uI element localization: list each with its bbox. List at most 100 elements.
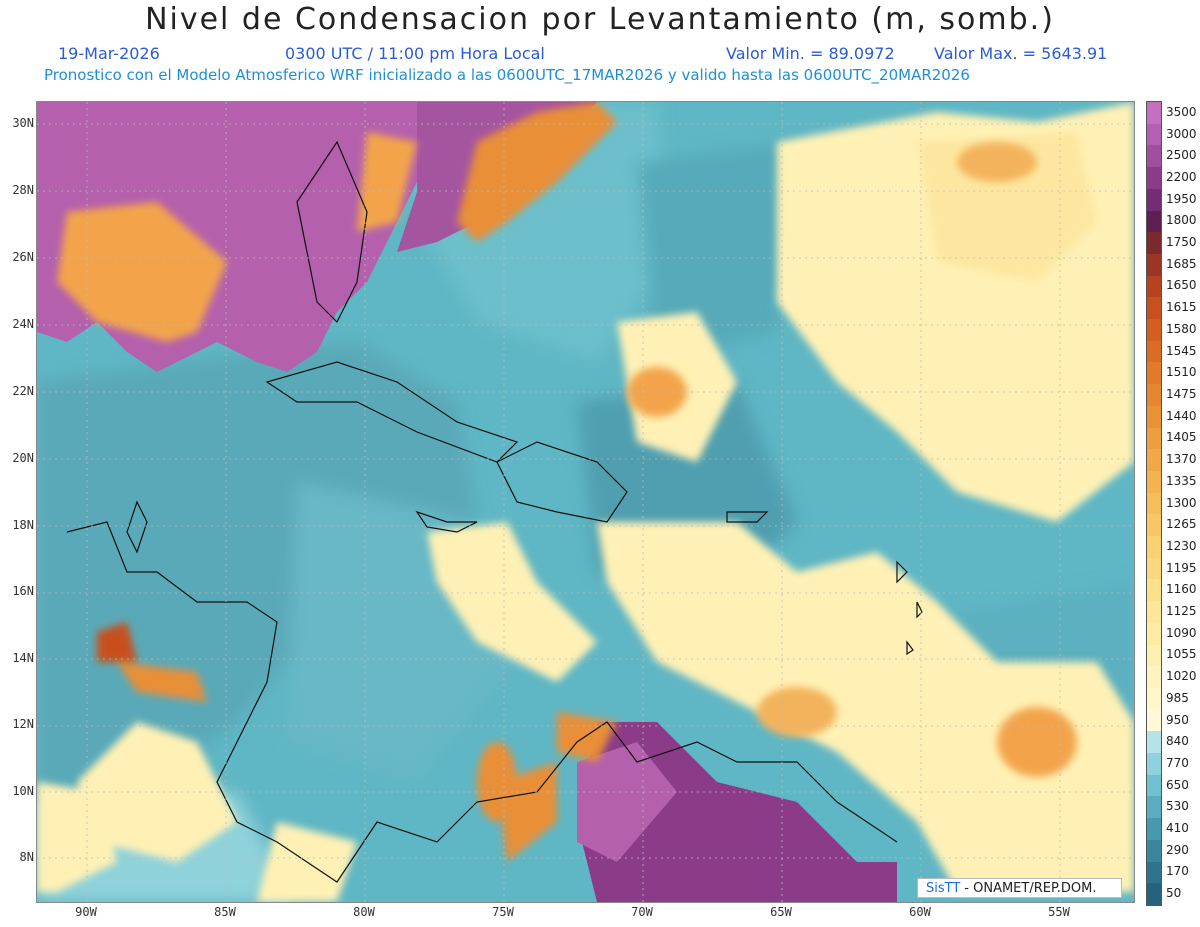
colorbar-segment [1147, 753, 1161, 776]
colorbar-segment [1147, 644, 1161, 667]
colorbar-label: 290 [1166, 842, 1189, 857]
colorbar-segment [1147, 145, 1161, 168]
colorbar-label: 1230 [1166, 538, 1197, 553]
colorbar-segment [1147, 818, 1161, 841]
colorbar-label: 2200 [1166, 169, 1197, 184]
colorbar-label: 3000 [1166, 126, 1197, 141]
colorbar-segment [1147, 687, 1161, 711]
colorbar-segment [1147, 622, 1161, 646]
valid-date: 19-Mar-2026 [58, 44, 160, 63]
colorbar-segment [1147, 340, 1161, 363]
colorbar-segment [1147, 709, 1161, 732]
colorbar-label: 985 [1166, 690, 1189, 705]
lat-tick: 14N [12, 651, 34, 665]
colorbar-label: 1545 [1166, 343, 1197, 358]
colorbar-segment [1147, 492, 1161, 515]
credit-text: - ONAMET/REP.DOM. [964, 880, 1097, 896]
coastlines [66, 140, 923, 883]
colorbar-label: 770 [1166, 755, 1189, 770]
map-title: Nivel de Condensacion por Levantamiento … [145, 2, 1055, 37]
colorbar-label: 1510 [1166, 365, 1197, 380]
forecast-info: Pronostico con el Modelo Atmosferico WRF… [44, 66, 970, 84]
colorbar-segment [1147, 536, 1161, 559]
colorbar-label: 1020 [1166, 669, 1197, 684]
graticule [37, 102, 1134, 902]
colorbar-label: 1125 [1166, 604, 1197, 618]
colorbar-label: 1300 [1166, 495, 1197, 510]
colorbar-segment [1147, 449, 1161, 472]
colorbar-label: 1440 [1166, 408, 1197, 423]
lat-tick: 10N [12, 784, 34, 798]
colorbar-segment [1147, 297, 1161, 320]
lat-tick: 12N [12, 717, 34, 731]
colorbar-segment [1147, 188, 1161, 211]
colorbar-label: 1370 [1166, 452, 1197, 467]
lon-tick: 75W [492, 905, 514, 919]
lon-tick: 85W [214, 905, 236, 919]
colorbar-label: 3500 [1166, 104, 1197, 119]
colorbar-label: 1265 [1166, 517, 1197, 532]
colorbar-label: 1195 [1166, 560, 1197, 575]
colorbar-segment [1147, 514, 1161, 537]
colorbar-segment [1147, 774, 1161, 797]
colorbar [1146, 101, 1162, 906]
lat-tick: 20N [12, 451, 34, 465]
colorbar-label: 950 [1166, 712, 1189, 727]
colorbar-label: 2500 [1166, 148, 1197, 163]
colorbar-segment [1147, 839, 1161, 863]
colorbar-segment [1147, 470, 1161, 494]
colorbar-segment [1147, 405, 1161, 429]
lat-tick: 30N [12, 116, 34, 130]
colorbar-label: 1750 [1166, 235, 1197, 250]
lat-tick: 8N [19, 850, 34, 864]
colorbar-label: 1800 [1166, 213, 1197, 228]
lon-tick: 55W [1048, 905, 1070, 919]
colorbar-segment [1147, 319, 1161, 342]
colorbar-label: 410 [1166, 821, 1189, 836]
lon-tick: 60W [909, 905, 931, 919]
colorbar-segment [1147, 666, 1161, 689]
colorbar-segment [1147, 167, 1161, 190]
credit-box: SisTT - ONAMET/REP.DOM. [917, 878, 1122, 898]
yellow-areas [37, 102, 1134, 902]
sistt-logo: SisTT [926, 880, 961, 896]
colorbar-segment [1147, 232, 1161, 255]
colorbar-segment [1147, 601, 1161, 624]
colorbar-label: 650 [1166, 777, 1189, 792]
colorbar-segment [1147, 123, 1161, 146]
colorbar-segment [1147, 210, 1161, 233]
colorbar-label: 1090 [1166, 625, 1197, 640]
lcl-field-map [37, 102, 1134, 902]
lon-tick: 90W [75, 905, 97, 919]
colorbar-segment [1147, 102, 1161, 125]
lon-tick: 70W [631, 905, 653, 919]
colorbar-segment [1147, 362, 1161, 385]
colorbar-segment [1147, 557, 1161, 580]
lon-tick: 65W [770, 905, 792, 919]
colorbar-label: 1405 [1166, 430, 1197, 445]
lon-tick: 80W [353, 905, 375, 919]
orange-fringe [57, 102, 617, 862]
colorbar-segment [1147, 579, 1161, 602]
colorbar-label: 530 [1166, 799, 1189, 814]
colorbar-segment [1147, 275, 1161, 298]
colorbar-label: 1950 [1166, 191, 1197, 206]
colorbar-segment [1147, 384, 1161, 407]
colorbar-label: 1160 [1166, 582, 1197, 597]
lat-tick: 16N [12, 584, 34, 598]
colorbar-label: 50 [1166, 886, 1182, 901]
lat-tick: 26N [12, 250, 34, 264]
valid-time: 0300 UTC / 11:00 pm Hora Local [285, 44, 545, 63]
colorbar-segment [1147, 883, 1161, 906]
map-panel [36, 101, 1135, 903]
value-max: Valor Max. = 5643.91 [934, 44, 1108, 63]
colorbar-segment [1147, 427, 1161, 450]
colorbar-label: 1580 [1166, 321, 1197, 336]
colorbar-label: 1335 [1166, 473, 1197, 488]
colorbar-label: 1475 [1166, 386, 1197, 401]
value-min: Valor Min. = 89.0972 [726, 44, 895, 63]
lat-tick: 24N [12, 317, 34, 331]
lat-tick: 18N [12, 518, 34, 532]
colorbar-segment [1147, 796, 1161, 819]
colorbar-label: 1055 [1166, 647, 1197, 662]
